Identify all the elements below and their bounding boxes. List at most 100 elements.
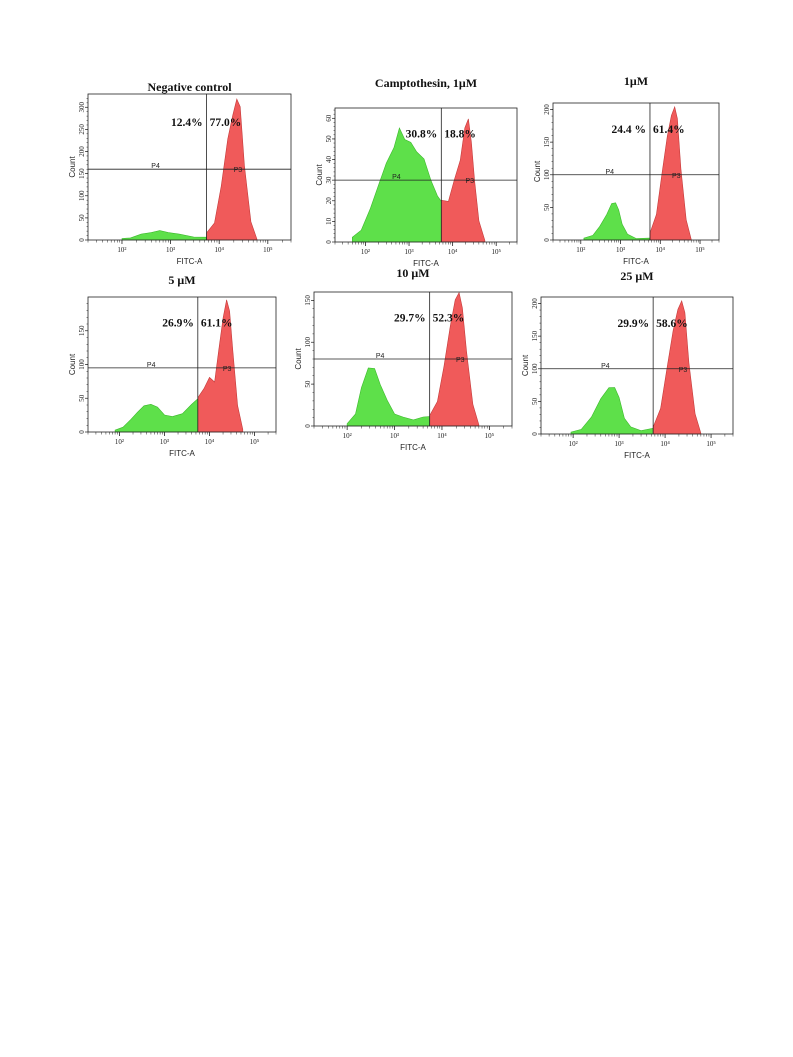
gate-label-p4: P4 [376,353,385,360]
x-axis-label: FITC-A [177,257,203,266]
gate-label-p3: P3 [679,367,688,374]
panel-title: 25 μM [620,269,654,283]
y-tick-label: 0 [325,240,333,244]
x-tick-label: 10³ [404,248,413,256]
series-area-p3 [649,105,692,241]
y-axis-label: Count [294,348,303,370]
x-tick-label: 10⁴ [205,438,215,446]
percentage-left: 30.8% [406,128,438,140]
x-axis-label: FITC-A [169,449,195,458]
y-tick-label: 30 [325,176,333,184]
y-tick-label: 150 [78,325,86,336]
y-tick-label: 200 [531,298,539,309]
x-tick-label: 10³ [616,246,625,254]
x-tick-label: 10² [361,248,370,256]
x-tick-label: 10² [569,440,578,448]
plot-frame [87,93,292,241]
y-tick-label: 150 [304,295,312,306]
y-tick-label: 0 [304,424,312,428]
x-tick-label: 10⁴ [656,246,666,254]
y-tick-label: 200 [78,146,86,157]
histogram-svg: P4 P3 29.9% 58.6% 0 50 100 150 200 Count 10² 10³ 10⁴… [521,296,734,460]
plot-frame [334,107,518,243]
y-axis-label: Count [68,156,77,178]
x-tick-label: 10² [343,432,352,440]
y-axis-label: Count [315,164,324,186]
histogram-panel: 1μM P4 P3 24.4 % 61.4% 0 50 100 150 200 Count 10² 10… [533,74,723,270]
histogram-panel: 10 μM P4 P3 29.7% 52.3% 0 50 100 150 Count 10² 10³ 1… [294,266,516,456]
y-axis-label: Count [68,353,77,375]
series-area-p4 [570,387,654,435]
panel-title: 5 μM [168,273,196,287]
percentage-left: 29.7% [394,312,426,324]
histogram-svg: P4 P3 24.4 % 61.4% 0 50 100 150 200 Count 10² 10³ 10… [533,102,720,266]
series-area-p4 [583,202,651,241]
x-tick-label: 10³ [166,246,175,254]
x-tick-label: 10⁴ [214,246,224,254]
x-tick-label: 10³ [615,440,624,448]
x-axis-label: FITC-A [413,259,439,268]
percentage-right: 52.3% [433,312,465,324]
y-tick-label: 100 [304,337,312,348]
gate-label-p3: P3 [672,173,681,180]
percentage-left: 24.4 % [611,124,646,136]
y-tick-label: 150 [531,330,539,341]
panel-title: 10 μM [396,266,430,280]
y-tick-label: 50 [304,380,312,388]
percentage-left: 26.9% [162,318,194,330]
x-tick-label: 10⁴ [437,432,447,440]
y-tick-label: 50 [325,135,333,143]
series-area-p4 [114,398,199,433]
y-tick-label: 60 [325,114,333,122]
x-tick-label: 10⁵ [695,246,705,254]
percentage-right: 61.1% [201,318,233,330]
histogram-svg: P4 P3 12.4% 77.0% 0 50 100 150 200 250 300 Count 10²… [68,93,292,266]
y-tick-label: 100 [543,169,551,180]
x-tick-label: 10² [117,246,126,254]
y-axis-label: Count [533,160,542,182]
plot-frame [552,102,720,241]
x-tick-label: 10⁴ [660,440,670,448]
x-axis-label: FITC-A [624,451,650,460]
gate-label-p3: P3 [456,357,465,364]
y-tick-label: 0 [78,238,86,242]
y-tick-label: 40 [325,156,333,164]
y-tick-label: 100 [78,359,86,370]
series-area-p3 [652,300,702,435]
x-tick-label: 10⁴ [448,248,458,256]
y-tick-label: 50 [531,397,539,405]
percentage-left: 12.4% [171,117,203,129]
y-tick-label: 150 [78,168,86,179]
x-tick-label: 10² [576,246,585,254]
percentage-left: 29.9% [618,318,650,330]
plot-frame [540,296,734,435]
panel-title: 1μM [623,74,649,88]
y-tick-label: 100 [531,363,539,374]
histogram-panel: 5 μM P4 P3 26.9% 61.1% 0 50 100 150 Count 10² 10³ 10… [68,273,280,462]
x-tick-label: 10⁵ [491,248,501,256]
y-tick-label: 50 [78,394,86,402]
x-tick-label: 10³ [390,432,399,440]
gate-label-p3: P3 [466,178,475,185]
x-tick-label: 10⁵ [263,246,273,254]
percentage-right: 18.8% [444,128,476,140]
gate-label-p4: P4 [605,169,614,176]
y-axis-label: Count [521,354,530,376]
gate-label-p3: P3 [234,167,243,174]
percentage-right: 77.0% [210,117,242,129]
x-tick-label: 10⁵ [706,440,716,448]
y-tick-label: 10 [325,217,333,225]
y-tick-label: 300 [78,102,86,113]
x-tick-label: 10⁵ [250,438,260,446]
percentage-right: 58.6% [656,318,688,330]
series-area-p4 [121,230,207,241]
series-area-p4 [346,367,430,427]
gate-label-p4: P4 [151,163,160,170]
series-area-p3 [197,299,244,433]
histogram-panel: Camptothesin, 1μM P4 P3 30.8% 18.8% 0 10 20 30 40… [315,76,521,272]
x-tick-label: 10² [115,438,124,446]
x-tick-label: 10³ [160,438,169,446]
gate-label-p4: P4 [601,363,610,370]
gate-label-p4: P4 [392,174,401,181]
x-axis-label: FITC-A [400,443,426,452]
